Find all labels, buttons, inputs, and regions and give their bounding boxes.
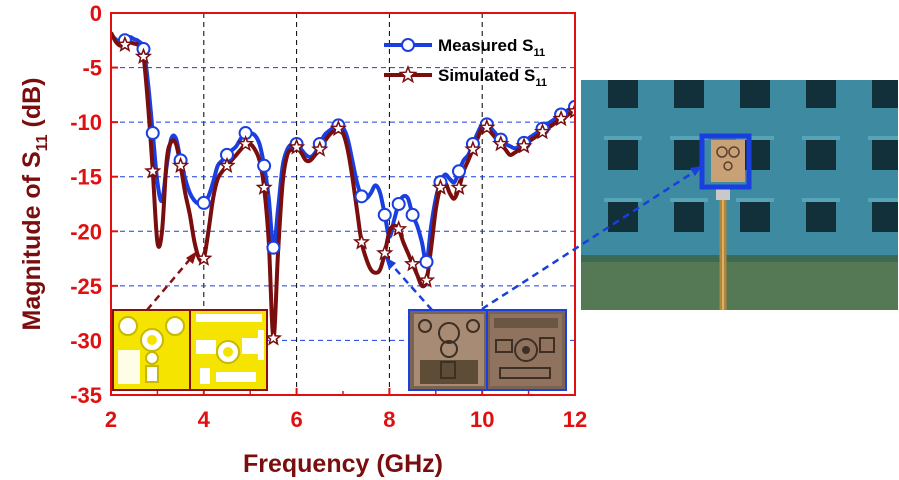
data-point-measured bbox=[452, 164, 466, 179]
legend-label-simulated: Simulated S11 bbox=[438, 66, 547, 89]
data-point-simulated bbox=[431, 178, 450, 196]
antenna-highlight-box bbox=[699, 133, 752, 190]
y-tick-label: 0 bbox=[90, 1, 102, 26]
y-tick-label: -20 bbox=[70, 219, 102, 244]
anechoic-chamber-photo bbox=[581, 80, 898, 310]
data-point-simulated bbox=[552, 109, 570, 127]
pointer-arrows bbox=[146, 166, 702, 311]
data-point-simulated bbox=[352, 233, 371, 250]
data-point-simulated bbox=[264, 329, 283, 346]
data-point-simulated bbox=[417, 271, 436, 288]
arrow-to-measured-dip bbox=[390, 263, 433, 311]
x-tick-label: 2 bbox=[105, 407, 117, 432]
data-point-measured bbox=[266, 240, 281, 255]
data-point-simulated bbox=[478, 118, 496, 136]
data-point-simulated bbox=[195, 249, 213, 266]
inset-prototype-photo bbox=[408, 309, 567, 391]
legend-label-measured: Measured S11 bbox=[438, 36, 545, 59]
data-point-simulated bbox=[116, 35, 134, 52]
data-point-simulated bbox=[389, 219, 408, 237]
y-tick-label: -15 bbox=[70, 165, 102, 190]
data-point-measured bbox=[377, 207, 392, 222]
data-point-simulated bbox=[464, 140, 482, 157]
data-point-simulated bbox=[218, 156, 236, 174]
data-point-simulated bbox=[171, 156, 190, 174]
arrow-to-photo bbox=[481, 168, 698, 311]
inset-simulated-layout bbox=[112, 309, 268, 391]
axes: 2 4 6 8 10 12 0 -5 -10 -15 -20 -25 -30 -35 bbox=[70, 1, 587, 432]
data-point-measured bbox=[354, 189, 369, 204]
data-point-simulated bbox=[450, 178, 468, 195]
data-point-simulated bbox=[329, 119, 348, 137]
y-tick-label: -10 bbox=[70, 110, 102, 135]
x-tick-label: 8 bbox=[383, 407, 395, 432]
arrow-to-simulated-dip bbox=[146, 257, 192, 311]
series-layer bbox=[111, 31, 575, 346]
x-tick-label: 6 bbox=[290, 407, 302, 432]
y-tick-label: -35 bbox=[70, 383, 102, 408]
data-point-simulated bbox=[566, 102, 575, 119]
data-point-measured bbox=[391, 197, 406, 211]
data-point-simulated bbox=[287, 138, 306, 155]
data-point-simulated bbox=[144, 162, 162, 179]
legend-marker-simulated bbox=[398, 64, 418, 84]
y-tick-label: -30 bbox=[70, 328, 102, 353]
data-point-measured bbox=[405, 207, 420, 222]
data-point-simulated bbox=[533, 122, 552, 140]
data-point-measured bbox=[145, 126, 160, 141]
data-point-measured bbox=[419, 254, 434, 269]
x-tick-label: 4 bbox=[198, 407, 211, 432]
data-point-simulated bbox=[134, 47, 153, 64]
legend-marker-measured bbox=[401, 38, 415, 52]
y-tick-label: -5 bbox=[82, 56, 102, 81]
data-point-measured bbox=[196, 195, 211, 210]
data-point-simulated bbox=[403, 254, 422, 272]
y-axis-label: Magnitude of S11 (dB) bbox=[18, 78, 51, 331]
data-point-simulated bbox=[515, 137, 533, 154]
data-point-simulated bbox=[255, 178, 273, 196]
y-tick-label: -25 bbox=[70, 274, 102, 299]
x-tick-label: 12 bbox=[563, 407, 587, 432]
legend: Measured S11 Simulated S11 bbox=[384, 36, 547, 89]
data-point-measured bbox=[257, 158, 272, 173]
data-point-simulated bbox=[376, 243, 394, 261]
x-tick-label: 10 bbox=[470, 407, 494, 432]
data-point-simulated bbox=[311, 140, 329, 157]
x-axis-label: Frequency (GHz) bbox=[243, 450, 443, 478]
data-point-simulated bbox=[492, 134, 510, 152]
data-point-simulated bbox=[236, 134, 255, 152]
